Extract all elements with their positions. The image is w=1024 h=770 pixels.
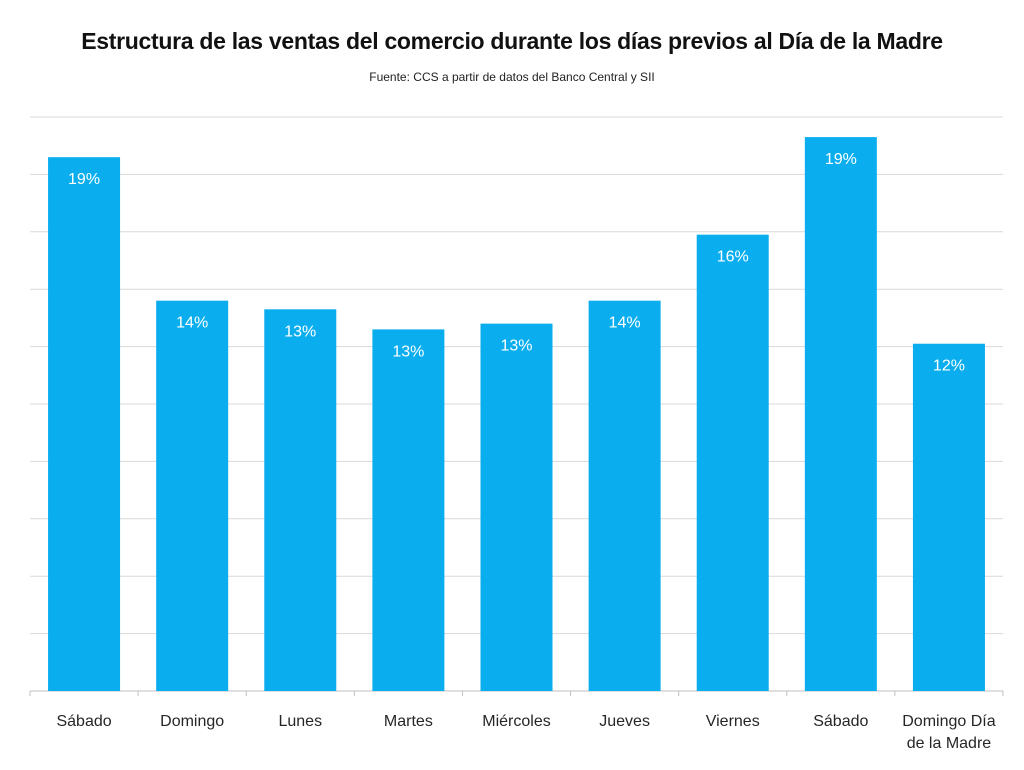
x-tick-label: Domingo — [160, 713, 224, 730]
bar — [588, 300, 661, 691]
bar-data-label: 16% — [717, 249, 749, 266]
x-tick-label-line: Miércoles — [482, 713, 550, 730]
bar — [264, 309, 337, 691]
bar-data-label: 13% — [500, 338, 532, 355]
x-tick-label-line: Sábado — [813, 713, 868, 730]
bar-data-label: 13% — [392, 343, 424, 360]
x-tick-label-line: Lunes — [278, 713, 322, 730]
bar — [48, 157, 121, 691]
bar — [480, 323, 553, 691]
x-tick-label: Domingo Día de la Madre — [902, 713, 995, 752]
x-axis-tick-labels: Sábado Domingo Lunes Martes Miércoles Jueves V… — [56, 713, 995, 752]
x-tick-label-line: de la Madre — [907, 735, 992, 752]
bar-data-label: 14% — [176, 315, 208, 332]
bar-data-label: 13% — [284, 323, 316, 340]
data-labels: 19% 14% 13% 13% 13% 14% 16% 19% 12% — [68, 151, 965, 375]
x-tick-label: Jueves — [599, 713, 650, 730]
x-tick-label-line: Domingo — [160, 713, 224, 730]
x-tick-label: Lunes — [278, 713, 322, 730]
x-tick-label: Viernes — [706, 713, 760, 730]
bar — [372, 329, 445, 691]
bars — [48, 137, 985, 692]
x-tick-label: Sábado — [56, 713, 111, 730]
chart-subtitle: Fuente: CCS a partir de datos del Banco … — [369, 70, 655, 84]
chart-title: Estructura de las ventas del comercio du… — [81, 28, 943, 54]
x-tick-label-line: Domingo Día — [902, 713, 995, 730]
bar-data-label: 12% — [933, 358, 965, 375]
x-tick-label-line: Viernes — [706, 713, 760, 730]
x-tick-label-line: Jueves — [599, 713, 650, 730]
bar — [912, 343, 985, 691]
x-tick-label-line: Sábado — [56, 713, 111, 730]
bar-data-label: 14% — [609, 315, 641, 332]
x-tick-label: Miércoles — [482, 713, 550, 730]
x-tick-label-line: Martes — [384, 713, 433, 730]
x-tick-label: Martes — [384, 713, 433, 730]
bar — [156, 300, 229, 691]
bar — [696, 234, 769, 692]
bar-data-label: 19% — [825, 151, 857, 168]
bar-data-label: 19% — [68, 171, 100, 188]
bar — [804, 137, 877, 692]
x-tick-label: Sábado — [813, 713, 868, 730]
